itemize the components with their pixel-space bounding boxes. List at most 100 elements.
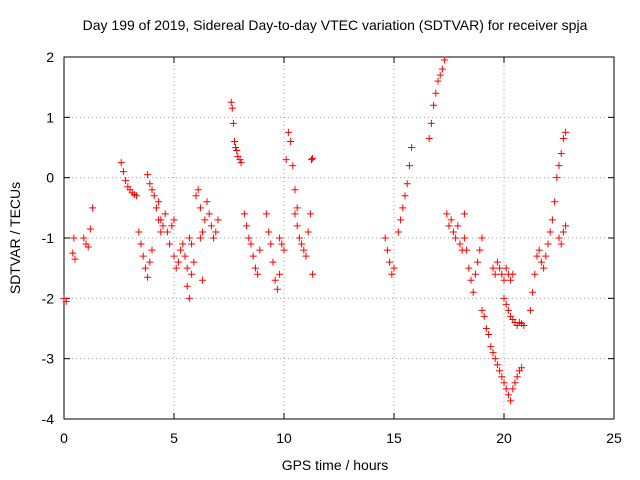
data-point	[531, 270, 539, 278]
data-point	[243, 222, 251, 230]
data-point	[236, 156, 244, 164]
data-point	[493, 258, 501, 266]
data-point	[518, 364, 526, 372]
x-tick-label: 20	[496, 430, 512, 446]
data-point	[537, 258, 545, 266]
data-point	[262, 210, 270, 218]
data-point	[276, 234, 284, 242]
data-point	[491, 355, 499, 363]
data-point	[199, 276, 207, 284]
data-point	[185, 294, 193, 302]
data-point	[504, 306, 512, 314]
data-point	[174, 258, 182, 266]
y-axis-label: SDTVAR / TECUs	[7, 182, 23, 294]
x-tick-label: 15	[386, 430, 402, 446]
data-point	[456, 240, 464, 248]
data-point	[188, 270, 196, 278]
data-point	[135, 228, 143, 236]
data-point	[386, 258, 394, 266]
data-point	[381, 234, 389, 242]
data-point	[80, 234, 88, 242]
data-point	[502, 385, 510, 393]
data-point	[89, 204, 97, 212]
data-point	[155, 198, 163, 206]
data-point	[70, 234, 78, 242]
data-point	[405, 162, 413, 170]
data-point	[144, 273, 152, 281]
data-point	[562, 222, 570, 230]
data-point	[86, 225, 94, 233]
data-point	[181, 252, 189, 260]
data-point	[284, 128, 292, 136]
data-point	[445, 222, 453, 230]
data-point	[298, 240, 306, 248]
data-point	[309, 154, 317, 162]
data-point	[397, 216, 405, 224]
data-point	[282, 156, 290, 164]
data-point	[117, 159, 125, 167]
data-point	[295, 234, 303, 242]
data-point	[166, 240, 174, 248]
data-point	[269, 258, 277, 266]
data-point	[559, 134, 567, 142]
data-point	[122, 177, 130, 185]
data-point	[394, 228, 402, 236]
data-point	[308, 156, 315, 164]
data-point	[62, 297, 70, 305]
data-point	[496, 264, 504, 272]
data-point	[237, 159, 245, 167]
data-point	[192, 192, 200, 200]
data-point	[148, 186, 156, 194]
data-point	[383, 246, 391, 254]
data-point	[306, 210, 314, 218]
data-point	[168, 222, 176, 230]
data-point	[278, 240, 286, 248]
data-point	[71, 255, 79, 263]
data-point	[119, 168, 127, 176]
data-point	[291, 186, 299, 194]
y-tick-label: -4	[42, 411, 55, 427]
chart-title: Day 199 of 2019, Sidereal Day-to-day VTE…	[83, 17, 588, 33]
data-point	[152, 204, 160, 212]
x-axis-label: GPS time / hours	[282, 457, 389, 473]
data-point	[141, 264, 149, 272]
data-point	[247, 240, 255, 248]
data-point	[291, 210, 299, 218]
data-point	[529, 288, 537, 296]
data-point	[232, 144, 240, 151]
data-point	[249, 252, 257, 260]
data-point	[172, 264, 180, 272]
data-point	[229, 119, 237, 127]
data-point	[228, 104, 236, 112]
data-point	[507, 397, 515, 405]
data-point	[183, 264, 191, 272]
data-point	[388, 270, 396, 278]
data-point	[546, 228, 554, 236]
data-point	[502, 264, 510, 272]
data-point	[302, 252, 310, 260]
data-point	[157, 216, 165, 224]
data-point	[465, 264, 473, 272]
x-tick-label: 10	[276, 430, 292, 446]
data-point	[557, 150, 565, 158]
data-point	[265, 228, 273, 236]
data-point	[427, 119, 435, 127]
data-point	[482, 325, 490, 332]
data-point	[476, 246, 484, 254]
x-tick-labels: 0 5 10 15 20 25	[60, 430, 622, 446]
data-point	[469, 288, 477, 296]
data-point	[504, 391, 512, 399]
data-point	[548, 216, 556, 224]
data-point	[478, 234, 486, 242]
y-tick-label: 2	[46, 49, 54, 65]
y-tick-label: -2	[42, 290, 55, 306]
data-point	[163, 228, 171, 236]
data-point	[69, 249, 77, 257]
data-point	[267, 240, 275, 248]
data-point	[212, 228, 220, 236]
data-point	[540, 264, 548, 272]
data-point	[309, 270, 317, 278]
data-point	[436, 71, 444, 79]
data-point	[205, 210, 213, 218]
data-point	[443, 210, 451, 218]
